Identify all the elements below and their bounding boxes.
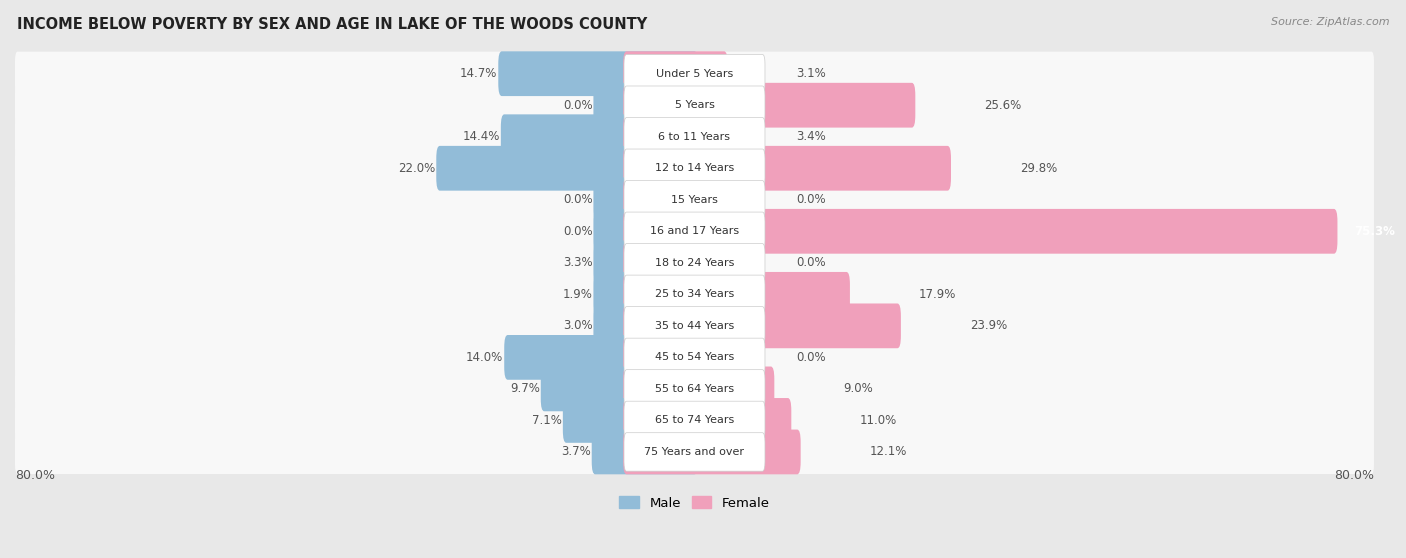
FancyBboxPatch shape bbox=[624, 432, 765, 471]
FancyBboxPatch shape bbox=[623, 209, 1337, 254]
FancyBboxPatch shape bbox=[624, 181, 765, 219]
Text: 14.4%: 14.4% bbox=[463, 130, 501, 143]
FancyBboxPatch shape bbox=[15, 304, 1374, 348]
FancyBboxPatch shape bbox=[541, 367, 697, 411]
FancyBboxPatch shape bbox=[436, 146, 697, 191]
FancyBboxPatch shape bbox=[593, 177, 697, 222]
FancyBboxPatch shape bbox=[624, 401, 765, 440]
Text: 0.0%: 0.0% bbox=[796, 256, 827, 270]
FancyBboxPatch shape bbox=[624, 275, 765, 314]
Text: 12 to 14 Years: 12 to 14 Years bbox=[655, 163, 734, 173]
FancyBboxPatch shape bbox=[623, 146, 950, 191]
FancyBboxPatch shape bbox=[15, 272, 1374, 316]
Text: 3.7%: 3.7% bbox=[561, 445, 591, 459]
FancyBboxPatch shape bbox=[501, 114, 697, 159]
FancyBboxPatch shape bbox=[624, 307, 765, 345]
FancyBboxPatch shape bbox=[623, 335, 728, 380]
Text: 3.0%: 3.0% bbox=[562, 319, 592, 333]
FancyBboxPatch shape bbox=[623, 51, 728, 96]
FancyBboxPatch shape bbox=[505, 335, 697, 380]
FancyBboxPatch shape bbox=[593, 209, 697, 254]
Text: 0.0%: 0.0% bbox=[796, 351, 827, 364]
Legend: Male, Female: Male, Female bbox=[614, 491, 775, 515]
Text: 0.0%: 0.0% bbox=[562, 193, 592, 206]
FancyBboxPatch shape bbox=[624, 86, 765, 124]
FancyBboxPatch shape bbox=[15, 240, 1374, 285]
Text: 0.0%: 0.0% bbox=[796, 193, 827, 206]
Text: 9.7%: 9.7% bbox=[510, 382, 540, 396]
FancyBboxPatch shape bbox=[623, 398, 792, 443]
FancyBboxPatch shape bbox=[15, 146, 1374, 190]
Text: 11.0%: 11.0% bbox=[860, 414, 897, 427]
FancyBboxPatch shape bbox=[623, 177, 728, 222]
FancyBboxPatch shape bbox=[15, 177, 1374, 222]
Text: 14.0%: 14.0% bbox=[467, 351, 503, 364]
Text: Source: ZipAtlas.com: Source: ZipAtlas.com bbox=[1271, 17, 1389, 27]
Text: 25.6%: 25.6% bbox=[984, 99, 1021, 112]
Text: 3.1%: 3.1% bbox=[796, 67, 827, 80]
Text: 16 and 17 Years: 16 and 17 Years bbox=[650, 227, 740, 236]
Text: 55 to 64 Years: 55 to 64 Years bbox=[655, 384, 734, 394]
Text: 7.1%: 7.1% bbox=[531, 414, 562, 427]
FancyBboxPatch shape bbox=[592, 430, 697, 474]
Text: 12.1%: 12.1% bbox=[869, 445, 907, 459]
FancyBboxPatch shape bbox=[624, 149, 765, 187]
FancyBboxPatch shape bbox=[593, 240, 697, 285]
FancyBboxPatch shape bbox=[624, 338, 765, 377]
FancyBboxPatch shape bbox=[15, 430, 1374, 474]
FancyBboxPatch shape bbox=[593, 304, 697, 348]
FancyBboxPatch shape bbox=[623, 430, 800, 474]
Text: 45 to 54 Years: 45 to 54 Years bbox=[655, 353, 734, 362]
FancyBboxPatch shape bbox=[623, 304, 901, 348]
FancyBboxPatch shape bbox=[562, 398, 697, 443]
FancyBboxPatch shape bbox=[498, 51, 697, 96]
Text: 17.9%: 17.9% bbox=[918, 288, 956, 301]
Text: Under 5 Years: Under 5 Years bbox=[655, 69, 733, 79]
FancyBboxPatch shape bbox=[15, 335, 1374, 379]
Text: 65 to 74 Years: 65 to 74 Years bbox=[655, 415, 734, 425]
FancyBboxPatch shape bbox=[624, 244, 765, 282]
Text: 3.3%: 3.3% bbox=[562, 256, 592, 270]
FancyBboxPatch shape bbox=[623, 367, 775, 411]
FancyBboxPatch shape bbox=[15, 398, 1374, 442]
FancyBboxPatch shape bbox=[624, 369, 765, 408]
FancyBboxPatch shape bbox=[593, 272, 697, 317]
Text: 23.9%: 23.9% bbox=[970, 319, 1007, 333]
FancyBboxPatch shape bbox=[623, 272, 849, 317]
Text: 5 Years: 5 Years bbox=[675, 100, 714, 110]
Text: 3.4%: 3.4% bbox=[796, 130, 827, 143]
Text: 80.0%: 80.0% bbox=[1334, 469, 1374, 482]
Text: 1.9%: 1.9% bbox=[562, 288, 592, 301]
FancyBboxPatch shape bbox=[623, 114, 728, 159]
Text: 9.0%: 9.0% bbox=[844, 382, 873, 396]
FancyBboxPatch shape bbox=[624, 55, 765, 93]
Text: 6 to 11 Years: 6 to 11 Years bbox=[658, 132, 731, 142]
FancyBboxPatch shape bbox=[15, 52, 1374, 96]
Text: 75 Years and over: 75 Years and over bbox=[644, 447, 745, 457]
Text: 29.8%: 29.8% bbox=[1019, 162, 1057, 175]
Text: INCOME BELOW POVERTY BY SEX AND AGE IN LAKE OF THE WOODS COUNTY: INCOME BELOW POVERTY BY SEX AND AGE IN L… bbox=[17, 17, 647, 32]
Text: 75.3%: 75.3% bbox=[1354, 225, 1395, 238]
FancyBboxPatch shape bbox=[624, 212, 765, 251]
Text: 25 to 34 Years: 25 to 34 Years bbox=[655, 290, 734, 299]
FancyBboxPatch shape bbox=[15, 115, 1374, 159]
Text: 15 Years: 15 Years bbox=[671, 195, 718, 205]
Text: 22.0%: 22.0% bbox=[398, 162, 436, 175]
FancyBboxPatch shape bbox=[623, 83, 915, 128]
Text: 80.0%: 80.0% bbox=[15, 469, 55, 482]
Text: 14.7%: 14.7% bbox=[460, 67, 498, 80]
Text: 35 to 44 Years: 35 to 44 Years bbox=[655, 321, 734, 331]
FancyBboxPatch shape bbox=[593, 83, 697, 128]
FancyBboxPatch shape bbox=[15, 83, 1374, 127]
FancyBboxPatch shape bbox=[15, 367, 1374, 411]
Text: 0.0%: 0.0% bbox=[562, 99, 592, 112]
Text: 0.0%: 0.0% bbox=[562, 225, 592, 238]
FancyBboxPatch shape bbox=[624, 118, 765, 156]
Text: 18 to 24 Years: 18 to 24 Years bbox=[655, 258, 734, 268]
FancyBboxPatch shape bbox=[15, 209, 1374, 253]
FancyBboxPatch shape bbox=[623, 240, 728, 285]
